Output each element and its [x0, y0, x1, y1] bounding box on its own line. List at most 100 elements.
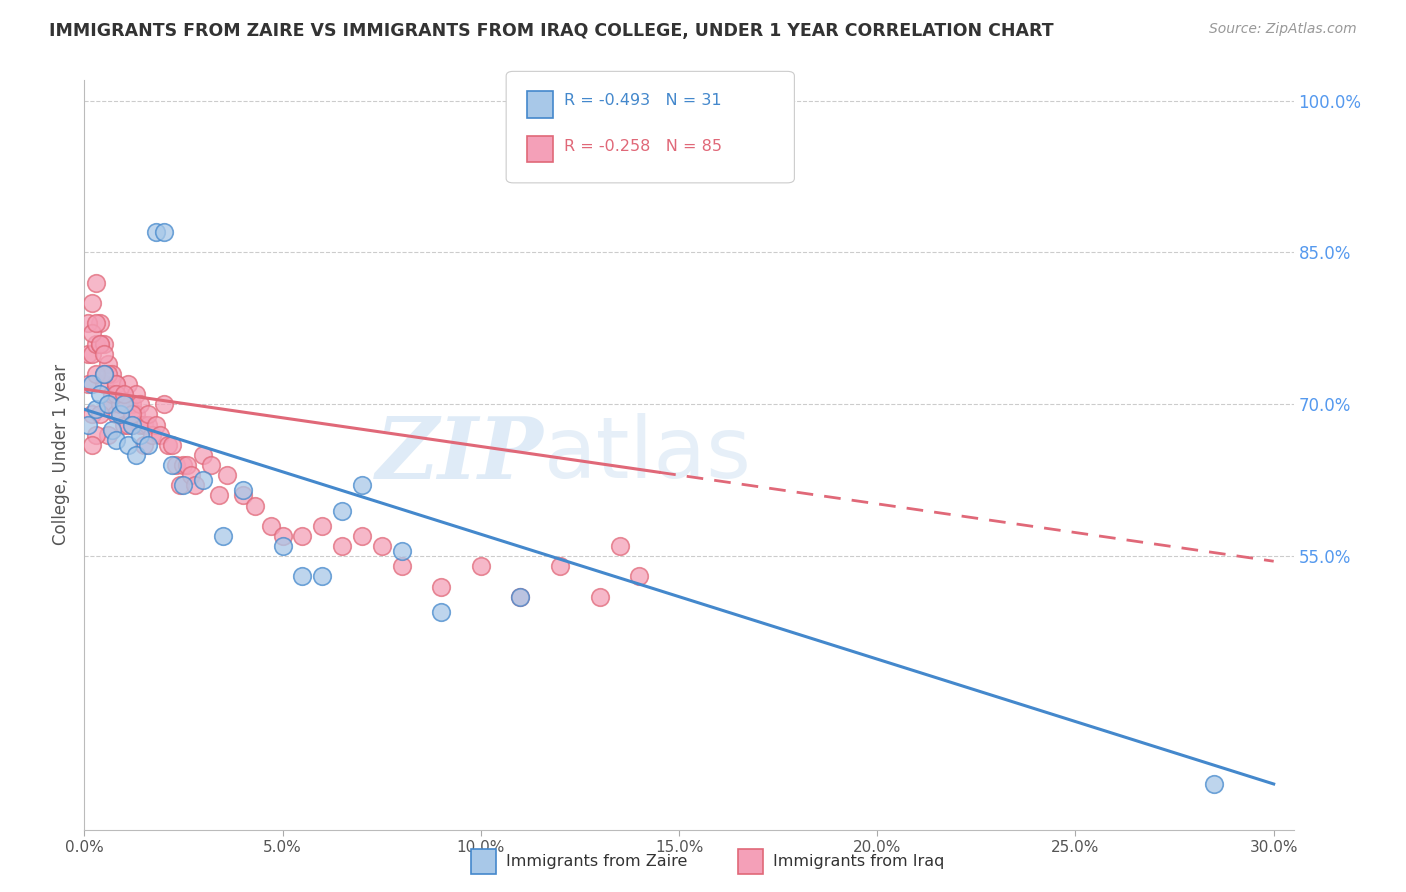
Text: atlas: atlas: [544, 413, 752, 497]
Text: R = -0.493   N = 31: R = -0.493 N = 31: [564, 94, 721, 108]
Text: Immigrants from Zaire: Immigrants from Zaire: [506, 855, 688, 869]
Point: [232, 488, 254, 502]
Point: [128, 397, 150, 411]
Point: [89, 387, 111, 401]
Point: [105, 387, 128, 401]
Point: [128, 417, 150, 432]
Point: [105, 377, 128, 392]
Point: [232, 483, 254, 498]
Point: [350, 478, 373, 492]
Point: [260, 518, 283, 533]
Point: [112, 387, 135, 401]
Point: [84, 316, 107, 330]
Point: [172, 478, 194, 492]
Point: [271, 529, 294, 543]
Point: [271, 539, 294, 553]
Point: [193, 448, 215, 462]
Point: [82, 438, 104, 452]
Point: [93, 367, 115, 381]
Point: [84, 276, 107, 290]
Point: [589, 590, 612, 604]
Point: [212, 529, 235, 543]
Point: [108, 387, 131, 401]
Point: [165, 458, 187, 472]
Point: [125, 408, 148, 422]
Point: [97, 367, 120, 381]
Point: [101, 397, 124, 411]
Point: [330, 539, 353, 553]
Point: [132, 417, 155, 432]
Text: Immigrants from Iraq: Immigrants from Iraq: [773, 855, 945, 869]
Point: [105, 433, 128, 447]
Text: ZIP: ZIP: [375, 413, 544, 497]
Point: [609, 539, 631, 553]
Point: [89, 336, 111, 351]
Point: [82, 326, 104, 341]
Point: [160, 438, 183, 452]
Point: [430, 580, 453, 594]
Point: [430, 605, 453, 619]
Point: [145, 417, 167, 432]
Point: [243, 499, 266, 513]
Point: [105, 377, 128, 392]
Point: [101, 387, 124, 401]
Point: [84, 367, 107, 381]
Point: [136, 438, 159, 452]
Point: [132, 438, 155, 452]
Point: [156, 438, 179, 452]
Point: [311, 569, 333, 583]
Point: [391, 544, 413, 558]
Point: [136, 417, 159, 432]
Point: [128, 427, 150, 442]
Point: [121, 417, 143, 432]
Point: [77, 346, 100, 360]
Point: [112, 397, 135, 411]
Point: [1204, 777, 1226, 791]
Point: [470, 559, 492, 574]
Point: [105, 408, 128, 422]
Point: [152, 397, 174, 411]
Point: [193, 473, 215, 487]
Point: [117, 377, 139, 392]
Point: [152, 225, 174, 239]
Point: [108, 397, 131, 411]
Point: [77, 377, 100, 392]
Point: [84, 427, 107, 442]
Point: [200, 458, 222, 472]
Point: [117, 397, 139, 411]
Text: Source: ZipAtlas.com: Source: ZipAtlas.com: [1209, 22, 1357, 37]
Point: [208, 488, 231, 502]
Point: [509, 590, 531, 604]
Point: [169, 478, 191, 492]
Point: [93, 367, 115, 381]
Point: [180, 468, 202, 483]
Point: [82, 408, 104, 422]
Point: [117, 438, 139, 452]
Point: [77, 417, 100, 432]
Point: [84, 402, 107, 417]
Point: [330, 503, 353, 517]
Point: [82, 346, 104, 360]
Point: [97, 357, 120, 371]
Point: [370, 539, 392, 553]
Point: [149, 427, 172, 442]
Point: [291, 529, 314, 543]
Point: [97, 397, 120, 411]
Point: [291, 569, 314, 583]
Point: [89, 336, 111, 351]
Point: [509, 590, 531, 604]
Point: [121, 408, 143, 422]
Point: [89, 316, 111, 330]
Point: [82, 296, 104, 310]
Y-axis label: College, Under 1 year: College, Under 1 year: [52, 364, 70, 546]
Point: [121, 417, 143, 432]
Point: [97, 397, 120, 411]
Point: [311, 518, 333, 533]
Point: [112, 397, 135, 411]
Point: [628, 569, 651, 583]
Point: [548, 559, 571, 574]
Point: [101, 367, 124, 381]
Point: [136, 408, 159, 422]
Point: [112, 417, 135, 432]
Text: IMMIGRANTS FROM ZAIRE VS IMMIGRANTS FROM IRAQ COLLEGE, UNDER 1 YEAR CORRELATION : IMMIGRANTS FROM ZAIRE VS IMMIGRANTS FROM…: [49, 22, 1054, 40]
